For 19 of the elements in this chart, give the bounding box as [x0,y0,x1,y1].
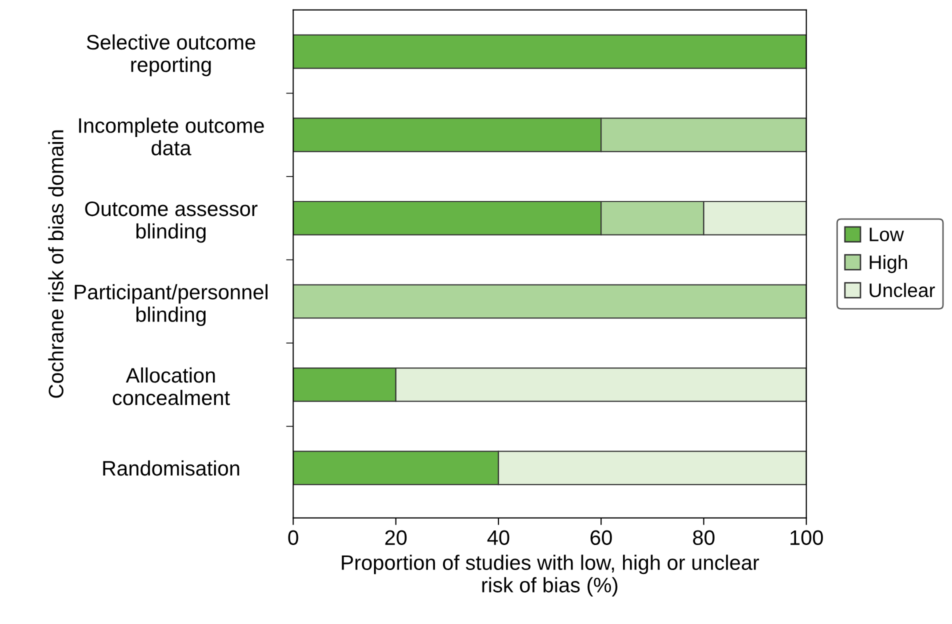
x-tick-label: 0 [288,530,298,546]
x-tick-label: 100 [790,530,823,546]
x-tick-label: 40 [487,530,510,546]
legend-label: Unclear [870,282,935,298]
x-tick-label: 60 [590,530,612,546]
x-tick-label: 80 [693,530,714,546]
x-tick-label: 20 [385,530,407,546]
y-tick-label: Allocation concealment [112,367,230,406]
y-tick-label: Incomplete outcome data [79,118,264,156]
x-axis-title: Proportion of studies with low, high or unclear risk of bias (%) [342,554,760,597]
legend-label: High [870,254,907,274]
bar [293,284,806,319]
y-tick-label: Outcome assessor blinding [85,201,258,243]
y-tick-label: Participant/personnel blinding [74,284,268,326]
legend-label: Low [870,228,904,242]
bar [293,34,806,69]
y-tick-label: Randomisation [103,460,240,476]
y-axis-title: Cochrane risk of bias domain [48,130,64,398]
y-tick-label: Selective outcome reporting [86,34,256,76]
